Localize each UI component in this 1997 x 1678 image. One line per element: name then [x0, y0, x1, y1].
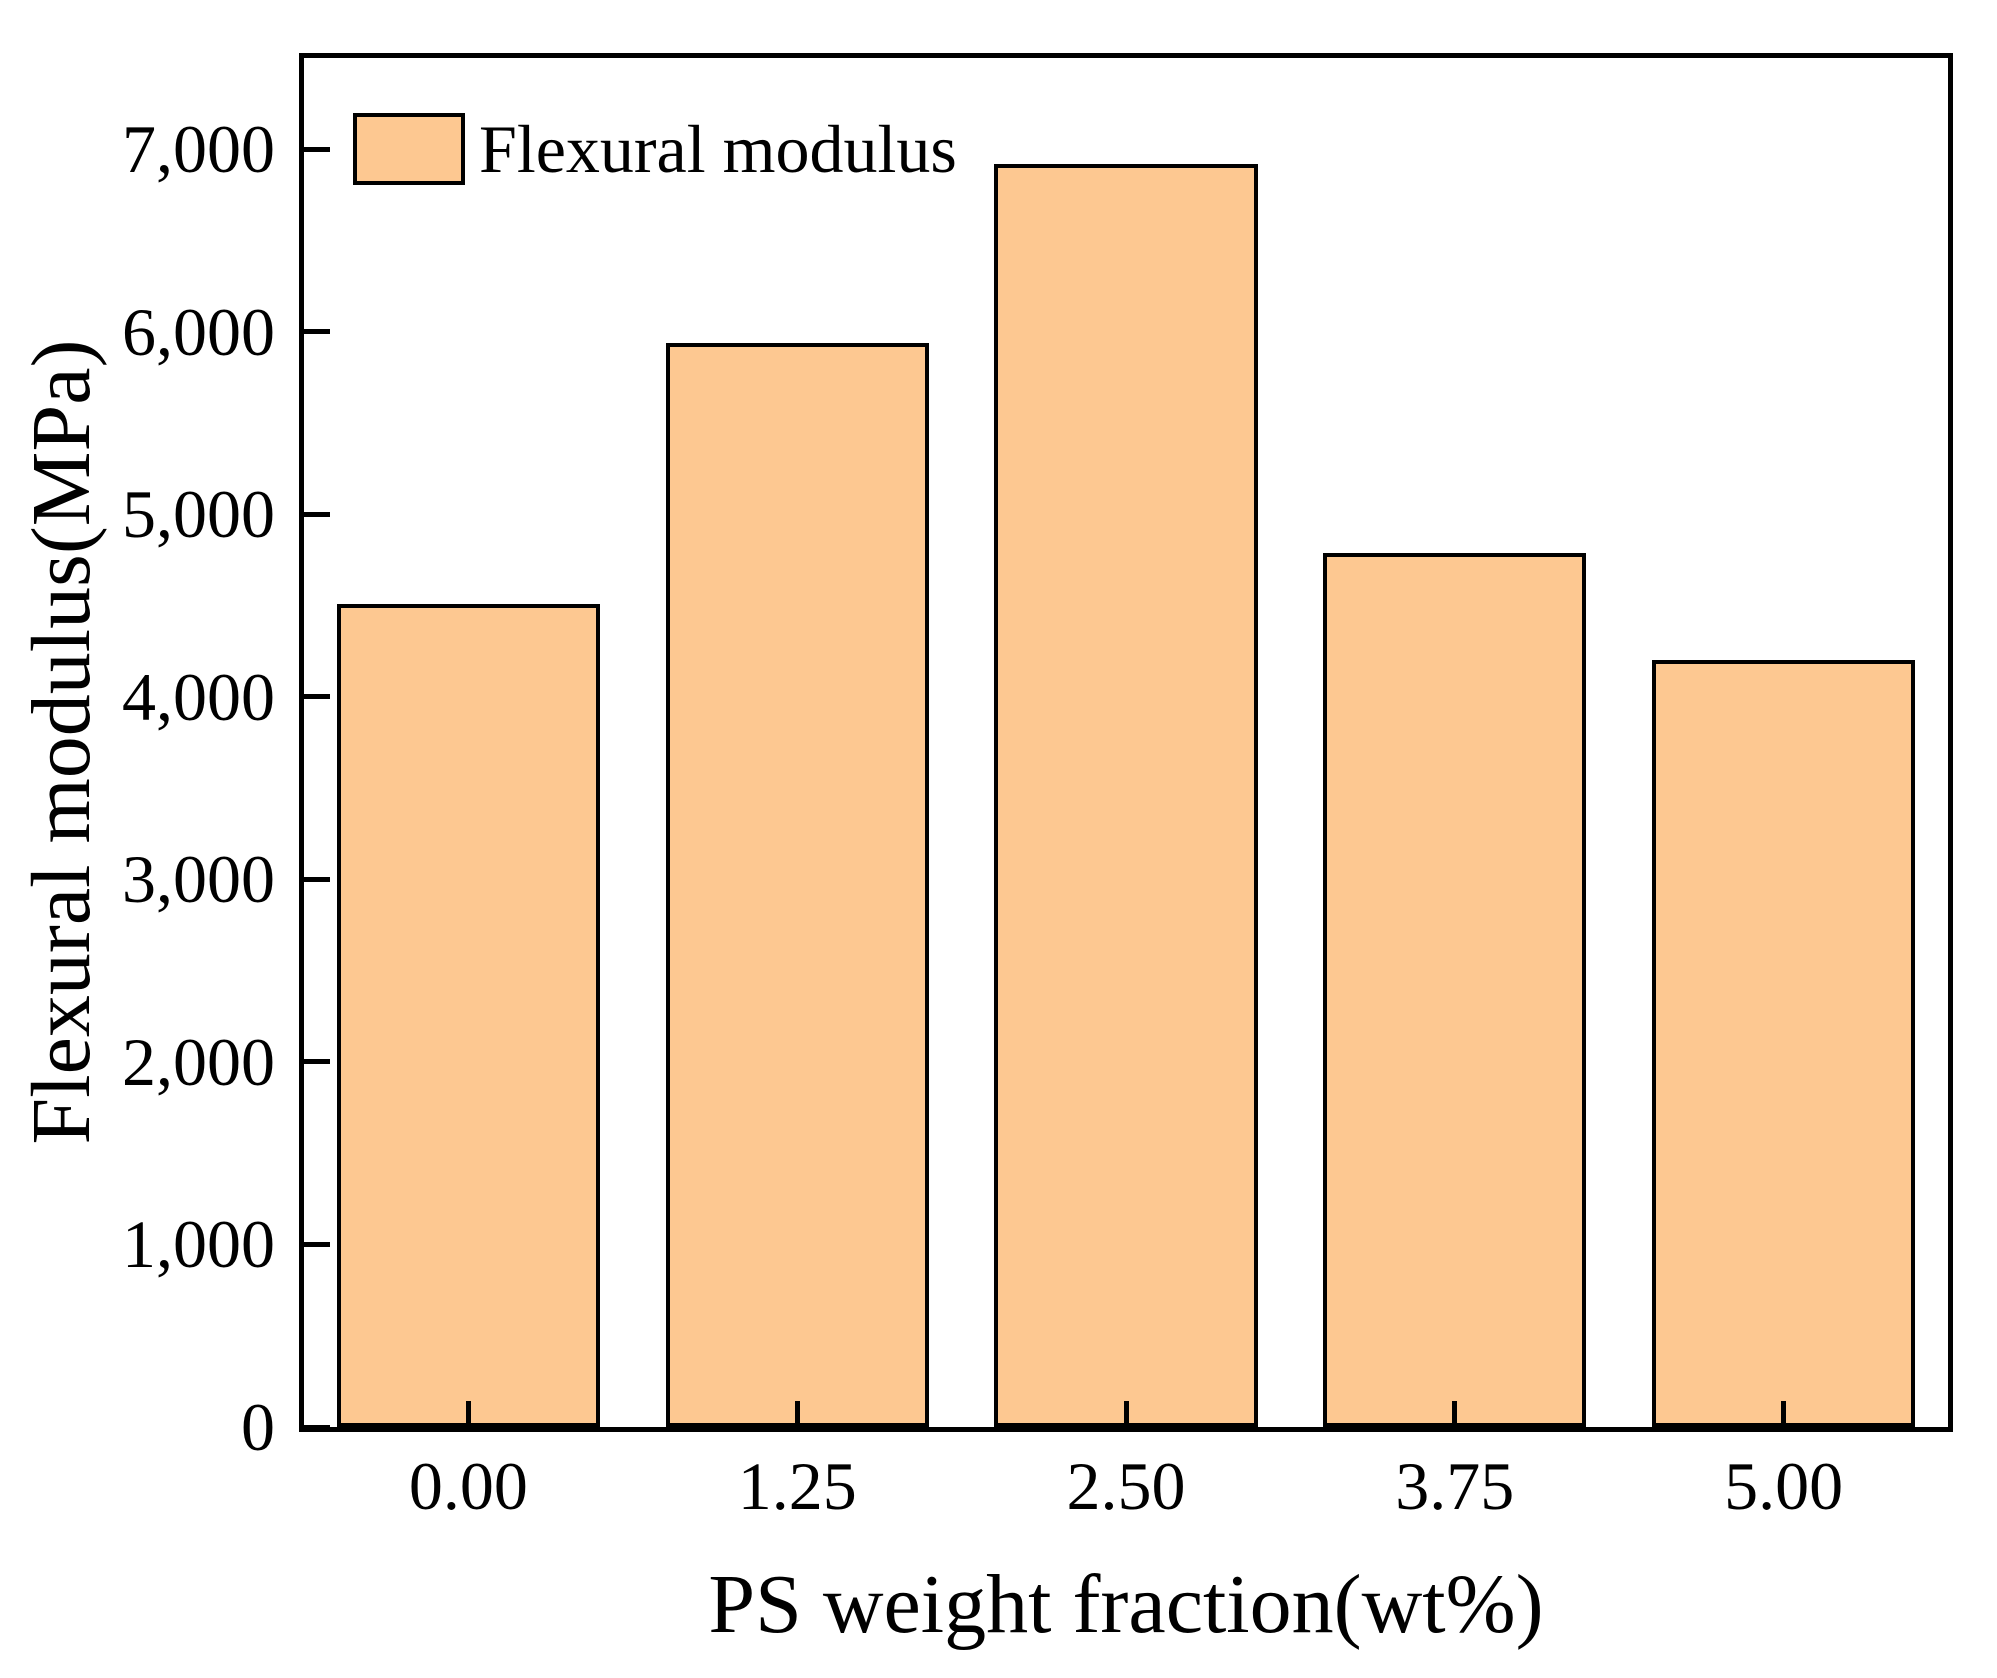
- y-tick: [304, 146, 330, 152]
- x-tick-labels-layer: 0.00 1.25 2.50 3.75 5.00: [304, 1452, 1948, 1542]
- x-tick: [1123, 1401, 1129, 1427]
- y-tick-label: 7,000: [122, 111, 275, 188]
- x-tick: [1452, 1401, 1458, 1427]
- x-tick: [1781, 1401, 1787, 1427]
- x-tick-label: 5.00: [1724, 1448, 1844, 1524]
- x-tick-label: 0.00: [408, 1448, 528, 1524]
- legend-swatch-flexural-modulus: [353, 113, 465, 185]
- bar: [336, 603, 600, 1427]
- bar: [665, 342, 929, 1427]
- y-tick: [304, 511, 330, 517]
- y-tick: [304, 329, 330, 335]
- legend: Flexural modulus: [353, 113, 957, 185]
- y-tick-label: 4,000: [122, 658, 275, 735]
- y-tick: [304, 876, 330, 882]
- bar: [1323, 552, 1587, 1427]
- y-tick: [304, 1424, 330, 1430]
- y-tick: [304, 1059, 330, 1065]
- y-tick: [304, 1241, 330, 1247]
- x-axis-title: PS weight fraction(wt%): [708, 1558, 1544, 1651]
- y-tick-label: 6,000: [122, 293, 275, 370]
- y-tick-label: 0: [241, 1389, 275, 1465]
- x-tick-label: 2.50: [1066, 1448, 1186, 1524]
- plot-area: Flexural modulus: [299, 53, 1953, 1432]
- y-tick-label: 3,000: [122, 841, 275, 918]
- legend-label: Flexural modulus: [479, 111, 957, 187]
- y-tick: [304, 694, 330, 700]
- bar: [1652, 660, 1916, 1427]
- y-tick-label: 1,000: [122, 1206, 275, 1283]
- y-tick-labels-layer: 0 1,000 2,000 3,000 4,000 5,000 6,000 7,000: [0, 58, 288, 1461]
- tick-marks-layer: [304, 58, 1948, 1430]
- x-tick-label: 1.25: [737, 1448, 857, 1524]
- x-tick-label: 3.75: [1395, 1448, 1515, 1524]
- x-tick: [465, 1401, 471, 1427]
- y-tick-label: 2,000: [122, 1023, 275, 1100]
- y-tick-label: 5,000: [122, 476, 275, 553]
- x-tick: [794, 1401, 800, 1427]
